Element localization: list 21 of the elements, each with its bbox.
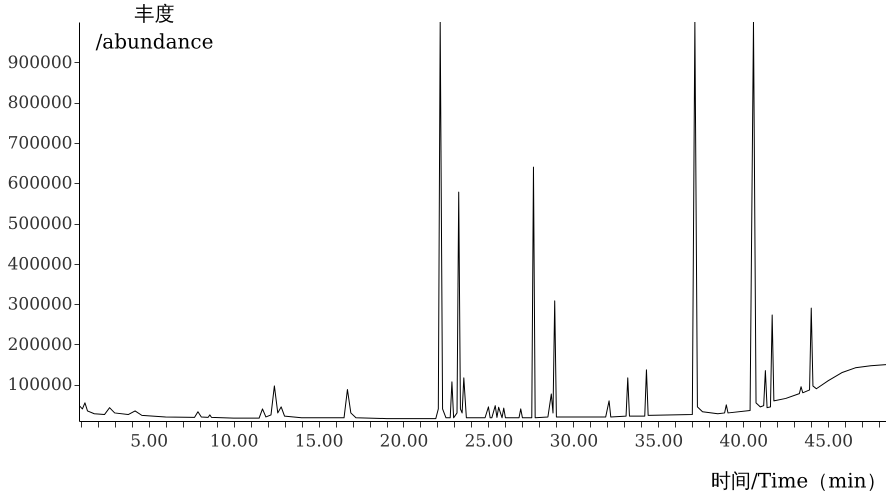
y-tick-label: 200000 xyxy=(8,334,72,355)
x-tick-label: 15.00 xyxy=(294,432,344,452)
y-tick-label: 800000 xyxy=(8,93,72,114)
y-tick-label: 100000 xyxy=(8,375,72,396)
x-tick-label: 5.00 xyxy=(130,432,168,452)
x-tick-label: 25.00 xyxy=(464,432,514,452)
y-tick-label: 600000 xyxy=(8,174,72,194)
x-tick-label: 35.00 xyxy=(634,432,684,452)
line-series xyxy=(79,22,886,420)
x-axis-title: 时间/Time（min） xyxy=(710,468,886,492)
x-tick-label: 20.00 xyxy=(380,432,428,452)
y-tick-label: 500000 xyxy=(8,214,72,234)
x-tick-label: 30.00 xyxy=(550,432,598,452)
x-tick-label: 45.00 xyxy=(804,432,854,452)
y-tick-label: 300000 xyxy=(8,294,72,315)
y-axis-title: 丰度 /abundance xyxy=(96,2,214,54)
y-tick-label: 900000 xyxy=(8,52,72,73)
x-tick-label: 40.00 xyxy=(719,432,768,452)
y-tick-label: 700000 xyxy=(8,133,72,154)
y-tick-label: 400000 xyxy=(8,254,72,274)
x-tick-label: 10.00 xyxy=(210,432,258,452)
